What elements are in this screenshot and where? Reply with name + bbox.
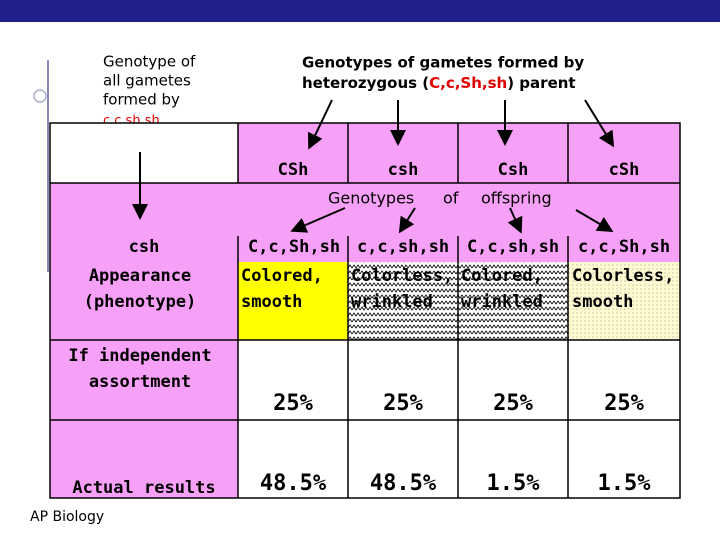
- gamete: CSh: [278, 160, 309, 180]
- offspring: C,c,Sh,sh: [248, 237, 340, 257]
- row-label: Appearance: [89, 266, 191, 286]
- table: [49, 122, 681, 499]
- top-note: Genotypes of gametes formed by: [302, 54, 584, 72]
- offspring-label: of: [443, 189, 459, 208]
- row-gamete: csh: [129, 237, 160, 257]
- top-note: heterozygous (: [302, 74, 429, 92]
- top-note: ) parent: [507, 74, 575, 92]
- offspring-label: Genotypes: [328, 189, 414, 208]
- phenotype: Colorless,: [572, 266, 674, 286]
- row-label: If independent: [68, 346, 211, 366]
- offspring: C,c,sh,sh: [467, 237, 559, 257]
- deco-circle: [33, 89, 47, 103]
- row-label: Actual results: [72, 478, 215, 498]
- percent: 25%: [273, 391, 313, 416]
- gamete: cSh: [609, 160, 640, 180]
- percent: 25%: [604, 391, 644, 416]
- title-bar: [0, 0, 720, 22]
- offspring-label: offspring: [481, 189, 552, 208]
- phenotype: smooth: [572, 292, 633, 312]
- percent: 48.5%: [260, 471, 327, 496]
- gamete: csh: [388, 160, 419, 180]
- offspring: c,c,sh,sh: [357, 237, 449, 257]
- percent: 1.5%: [487, 471, 541, 496]
- arrows: [132, 99, 615, 234]
- top-genotype: C,c,Sh,sh: [429, 74, 507, 92]
- left-note: all gametes: [103, 72, 191, 90]
- left-note: Genotype of: [103, 53, 196, 71]
- percent: 48.5%: [370, 471, 437, 496]
- gamete: Csh: [498, 160, 529, 180]
- percent: 1.5%: [598, 471, 652, 496]
- row-label: (phenotype): [84, 292, 197, 312]
- left-note: formed by: [103, 91, 180, 109]
- phenotype: Colored,: [461, 266, 543, 286]
- top-note: heterozygous (C,c,Sh,sh) parent: [302, 74, 576, 92]
- phenotype: Colored,: [241, 266, 323, 286]
- phenotype: smooth: [241, 292, 302, 312]
- offspring: c,c,Sh,sh: [578, 237, 670, 257]
- footer: AP Biology: [30, 509, 104, 525]
- percent: 25%: [383, 391, 423, 416]
- phenotype: Colorless,: [351, 266, 453, 286]
- phenotype: wrinkled: [351, 292, 433, 312]
- percent: 25%: [493, 391, 533, 416]
- phenotype: wrinkled: [461, 292, 543, 312]
- row-label: assortment: [89, 372, 191, 392]
